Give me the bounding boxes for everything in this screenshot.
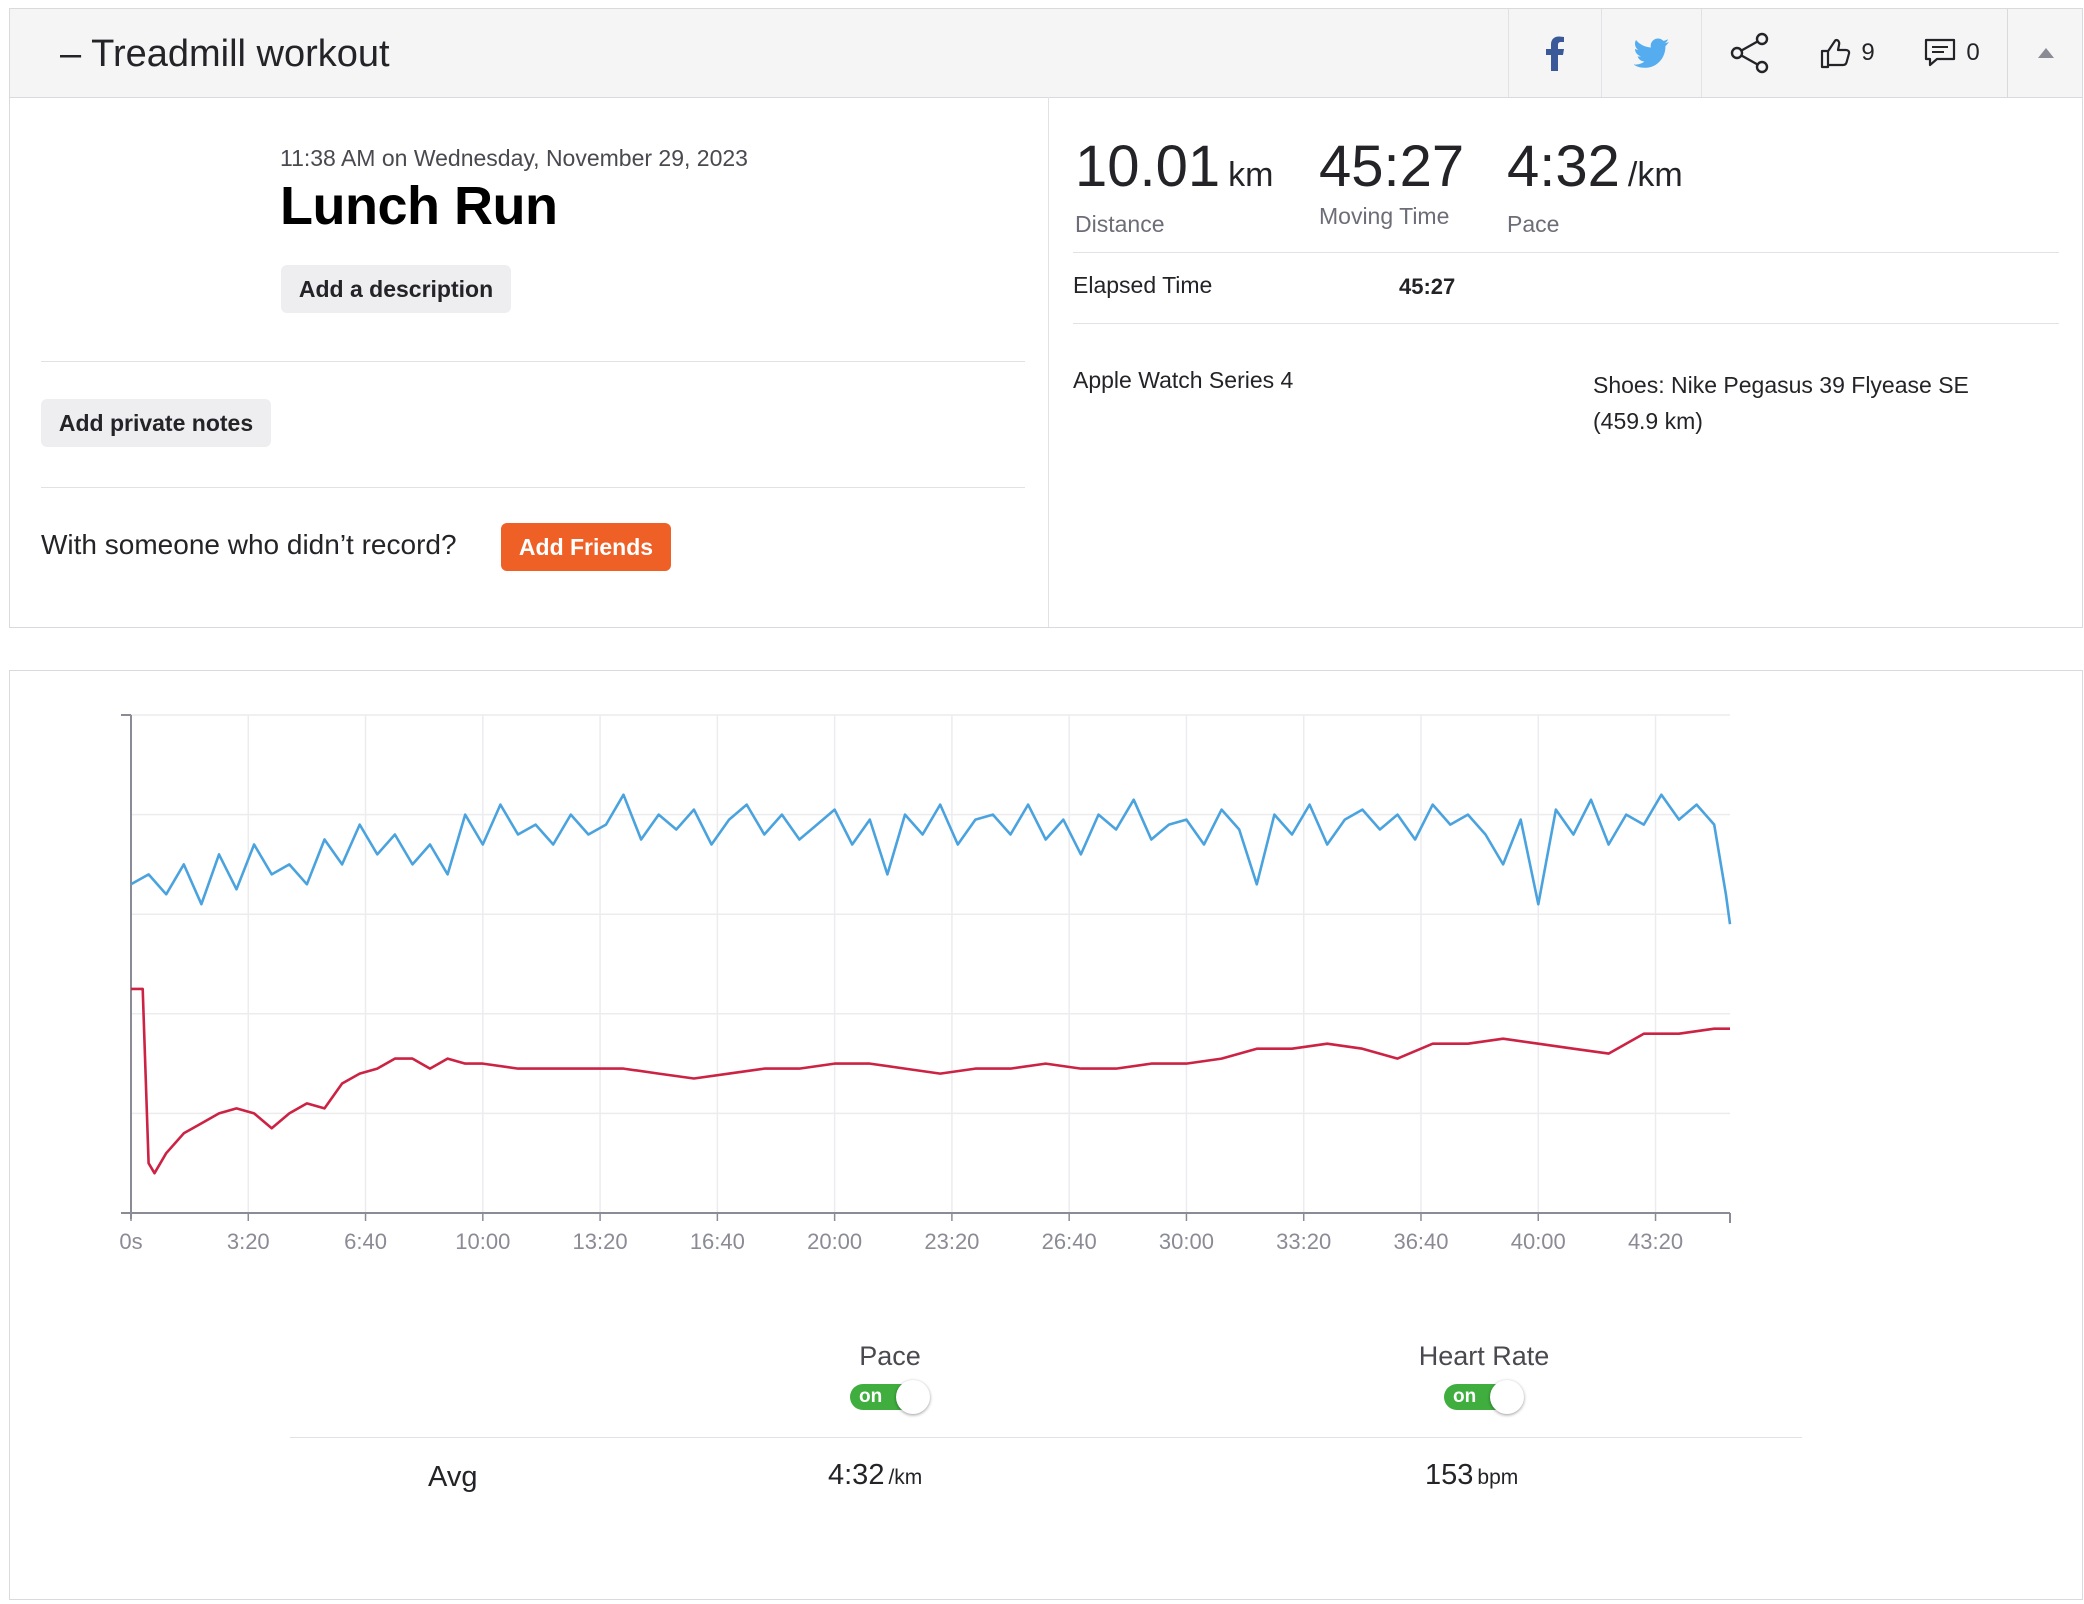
analysis-chart-card: 0s 3:20 6:40 10:00 13:20 16:40 20:00 23:20 26:40… [9, 670, 2083, 1600]
avg-heart-rate: 153 bpm [1425, 1459, 1518, 1492]
heart-rate-toggle-block: Heart Rate on [1384, 1341, 1584, 1419]
activity-type-title: Treadmill workout [91, 33, 390, 75]
heart-rate-toggle-label: Heart Rate [1418, 1341, 1550, 1371]
avg-pace-unit: /km [888, 1466, 923, 1489]
x-tick-label: 23:20 [924, 1229, 979, 1254]
x-tick-label: 33:20 [1276, 1229, 1331, 1254]
elapsed-time-value: 45:27 [1399, 274, 1456, 299]
add-private-notes-button[interactable]: Add private notes [41, 399, 271, 447]
pace-heart-rate-chart[interactable]: 0s 3:20 6:40 10:00 13:20 16:40 20:00 23:20 26:40… [10, 671, 2082, 1321]
activity-summary-card: 11:38 AM on Wednesday, November 29, 2023… [9, 97, 2083, 628]
thumbs-up-icon [1821, 38, 1851, 69]
x-tick-label: 3:20 [227, 1229, 270, 1254]
shoes-info[interactable]: Shoes: Nike Pegasus 39 Flyease SE (459.9… [1593, 372, 1969, 434]
pace-unit: /km [1627, 156, 1683, 194]
moving-time-value: 45:27 [1319, 134, 1465, 199]
avg-heart-rate-value: 153 [1425, 1459, 1474, 1491]
x-tick-label: 13:20 [573, 1229, 628, 1254]
heart-rate-toggle-state: on [1453, 1386, 1477, 1407]
distance-label: Distance [1075, 211, 1165, 237]
x-tick-label: 16:40 [690, 1229, 745, 1254]
elapsed-time-label: Elapsed Time [1073, 272, 1213, 298]
x-tick-label: 26:40 [1042, 1229, 1097, 1254]
pace-series-line [130, 793, 1732, 925]
divider [41, 487, 1025, 488]
avg-label: Avg [428, 1461, 478, 1493]
x-tick-label: 36:40 [1393, 1229, 1448, 1254]
x-tick-label: 30:00 [1159, 1229, 1214, 1254]
comment-icon [1925, 38, 1956, 67]
x-tick-label: 0s [119, 1229, 142, 1254]
activity-name[interactable]: Lunch Run [280, 176, 558, 236]
add-description-button[interactable]: Add a description [281, 265, 511, 313]
facebook-share-button[interactable] [1508, 9, 1601, 97]
collapse-symbol: – [60, 33, 82, 75]
share-button[interactable] [1701, 9, 1797, 97]
share-icon [1730, 32, 1768, 74]
moving-time-label: Moving Time [1319, 203, 1450, 229]
column-divider [1048, 97, 1049, 627]
facebook-icon [1546, 36, 1564, 71]
toggle-knob [1490, 1380, 1524, 1414]
heart-rate-series-line [131, 987, 1730, 1175]
twitter-share-button[interactable] [1601, 9, 1701, 97]
avg-pace: 4:32/km [828, 1459, 922, 1492]
pace-toggle-state: on [859, 1386, 883, 1407]
pace-toggle-block: Pace on [790, 1341, 990, 1419]
x-tick-label: 6:40 [344, 1229, 387, 1254]
moving-time-stat: 45:27 Moving Time [1319, 137, 1464, 230]
activity-header: – Treadmill workout 9 0 [9, 8, 2083, 98]
kudos-count: 9 [1861, 39, 1875, 66]
avg-pace-value: 4:32 [828, 1459, 885, 1491]
kudos-button[interactable]: 9 [1797, 9, 1897, 97]
collapse-button[interactable] [2007, 9, 2083, 97]
divider [1073, 252, 2059, 253]
x-tick-label: 10:00 [455, 1229, 510, 1254]
divider [1073, 323, 2059, 324]
summary-divider [290, 1437, 1802, 1438]
pace-stat: 4:32/km Pace [1507, 137, 1683, 238]
divider [41, 361, 1025, 362]
collapse-arrow-icon [2037, 48, 2054, 58]
distance-value: 10.01 [1075, 134, 1221, 199]
friends-question: With someone who didn’t record? [41, 529, 457, 560]
comment-count: 0 [1966, 39, 1980, 66]
toggle-knob [896, 1380, 930, 1414]
comments-button[interactable]: 0 [1897, 9, 2007, 97]
pace-toggle[interactable]: on [850, 1380, 930, 1414]
add-friends-button[interactable]: Add Friends [501, 523, 671, 571]
heart-rate-toggle[interactable]: on [1444, 1380, 1524, 1414]
x-tick-label: 40:00 [1511, 1229, 1566, 1254]
avg-heart-rate-unit: bpm [1477, 1466, 1519, 1489]
x-tick-label: 43:20 [1628, 1229, 1683, 1254]
x-tick-label: 20:00 [807, 1229, 862, 1254]
distance-stat: 10.01 km Distance [1075, 137, 1273, 238]
twitter-icon [1633, 38, 1669, 68]
pace-label: Pace [1507, 211, 1560, 237]
header-title[interactable]: – Treadmill workout [60, 9, 390, 99]
device-name: Apple Watch Series 4 [1073, 367, 1294, 393]
activity-timestamp: 11:38 AM on Wednesday, November 29, 2023 [280, 145, 748, 171]
pace-value: 4:32 [1507, 134, 1620, 199]
distance-unit: km [1228, 156, 1274, 194]
pace-toggle-label: Pace [859, 1341, 921, 1371]
